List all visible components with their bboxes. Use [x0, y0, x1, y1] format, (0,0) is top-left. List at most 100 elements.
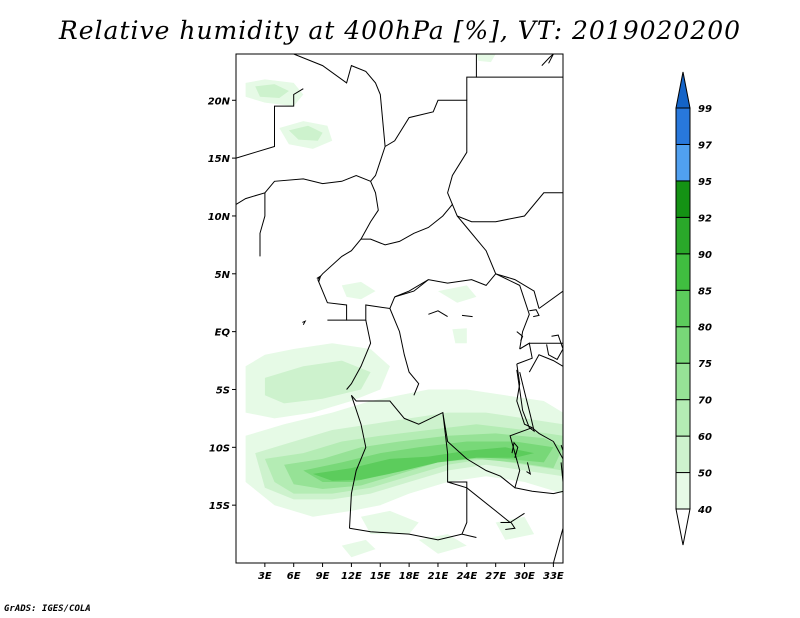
lon-tick-label: 21E — [428, 571, 449, 582]
colorbar-box — [675, 180, 691, 218]
country-borders — [236, 54, 563, 541]
country-border — [394, 279, 429, 298]
colorbar-label: 80 — [698, 323, 712, 334]
colorbar-box — [675, 289, 691, 328]
lon-tick-label: 27E — [485, 571, 506, 582]
map-title: Relative humidity at 400hPa [%], VT: 201… — [58, 16, 742, 45]
colorbar-box — [675, 399, 691, 437]
country-border — [466, 54, 477, 101]
country-border — [442, 412, 468, 535]
lon-tick-label: 24E — [456, 571, 477, 582]
country-border — [317, 279, 396, 321]
country-border — [447, 481, 525, 524]
lat-tick-label: 10N — [208, 212, 231, 223]
colorbar-box — [675, 435, 691, 474]
lon-tick-label: 6E — [287, 571, 301, 582]
humidity-region — [264, 360, 371, 404]
humidity-region — [438, 285, 477, 303]
colorbar-label: 60 — [698, 432, 712, 443]
country-border — [236, 174, 371, 205]
lake-outline — [516, 331, 524, 342]
lat-tick-label: 5S — [216, 385, 230, 396]
lon-tick-label: 30E — [514, 571, 535, 582]
country-border — [293, 54, 386, 182]
country-border — [519, 320, 563, 350]
lon-tick-label: 33E — [543, 571, 564, 582]
country-border — [346, 319, 372, 390]
colorbar-box — [675, 326, 691, 364]
colorbar-label: 75 — [698, 359, 712, 370]
humidity-region — [418, 534, 467, 554]
lat-tick-label: EQ — [215, 328, 231, 339]
humidity-region — [476, 54, 496, 63]
lake-outline — [546, 334, 563, 361]
humidity-region — [255, 84, 289, 98]
colorbar-legend: 40 50 60 70 75 80 85 90 92 95 97 99 — [675, 71, 712, 546]
lat-tick-label: 15S — [209, 501, 230, 512]
humidity-region — [452, 328, 467, 344]
lake-outline — [516, 369, 535, 433]
lake-outline — [529, 309, 540, 318]
colorbar-low-triangle — [675, 508, 691, 546]
country-border — [528, 354, 563, 373]
lat-tick-label: 15N — [208, 154, 231, 165]
colorbar-box — [675, 253, 691, 291]
colorbar-label: 97 — [698, 140, 712, 151]
country-border — [349, 527, 477, 541]
lat-tick-label: 10S — [209, 443, 230, 454]
lake-outline — [511, 441, 519, 458]
lake-outline — [316, 274, 322, 283]
colorbar-box — [675, 107, 691, 145]
lon-tick-label: 15E — [370, 571, 391, 582]
lake-outline — [500, 522, 516, 530]
lon-tick-label: 9E — [316, 571, 330, 582]
colorbar-label: 70 — [698, 396, 712, 407]
map-frame — [235, 53, 564, 564]
country-border — [552, 441, 563, 463]
country-border — [361, 203, 497, 298]
country-border — [516, 363, 533, 429]
lake-outline — [428, 310, 448, 318]
country-border — [349, 395, 367, 529]
lat-tick-label: 20N — [208, 96, 231, 107]
humidity-region — [341, 539, 376, 558]
lon-tick-label: 18E — [399, 571, 420, 582]
colorbar-label: 95 — [698, 177, 712, 188]
lake-outline — [541, 54, 554, 66]
lon-tick-label: 12E — [341, 571, 362, 582]
humidity-region — [361, 510, 419, 535]
colorbar-label: 99 — [698, 104, 712, 115]
colorbar-label: 92 — [698, 213, 712, 224]
colorbar-box — [675, 143, 691, 182]
colorbar-box — [675, 216, 691, 255]
colorbar-label: 50 — [698, 469, 712, 480]
latitude-axis: 20N 15N 10N 5N EQ 5S 10S 15S — [208, 96, 236, 512]
country-border — [495, 273, 540, 309]
lake-outline — [552, 519, 563, 563]
country-border — [531, 427, 554, 442]
colorbar-box — [675, 362, 691, 401]
country-border — [259, 192, 266, 257]
colorbar-label: 85 — [698, 286, 712, 297]
humidity-region — [341, 281, 376, 300]
colorbar-high-triangle — [675, 71, 691, 109]
credit-text: GrADS: IGES/COLA — [4, 604, 91, 614]
lon-tick-label: 3E — [258, 571, 272, 582]
colorbar-label: 90 — [698, 250, 712, 261]
lake-outline — [526, 462, 532, 475]
colorbar-label: 40 — [697, 505, 712, 516]
country-border — [384, 99, 468, 205]
humidity-region — [288, 125, 323, 141]
humidity-region — [312, 447, 535, 481]
lake-outline — [302, 320, 307, 325]
colorbar-box — [675, 472, 691, 510]
longitude-axis: 3E 6E 9E 12E 15E 18E 21E 24E 27E 30E 33E — [258, 563, 564, 582]
country-border — [236, 88, 304, 159]
country-border — [351, 394, 533, 489]
country-border — [389, 308, 420, 396]
humidity-field — [245, 54, 563, 558]
country-border — [317, 181, 379, 280]
country-border — [457, 192, 563, 223]
lat-tick-label: 5N — [215, 270, 231, 281]
